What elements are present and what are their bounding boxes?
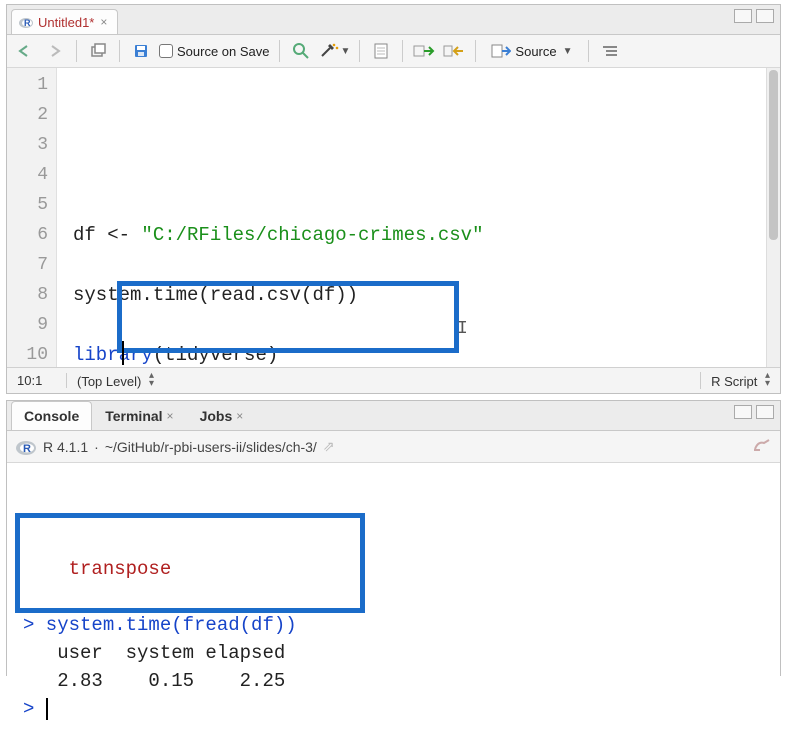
- clear-console-icon[interactable]: [752, 437, 772, 456]
- console-message: transpose: [23, 555, 770, 583]
- code-editor[interactable]: I df <- "C:/RFiles/chicago-crimes.csv" s…: [57, 68, 766, 367]
- console-command: > system.time(fread(df)): [23, 611, 770, 639]
- line-number: 5: [7, 190, 56, 220]
- tab-console-label: Console: [24, 408, 79, 424]
- editor-cursor: [122, 341, 124, 365]
- outline-button[interactable]: [598, 39, 622, 63]
- source-window-buttons: [734, 9, 774, 23]
- info-sep: ·: [94, 439, 99, 455]
- source-statusbar: 10:1 (Top Level) ▴▾ R Script ▴▾: [7, 367, 780, 393]
- source-pane: R Untitled1* × Source on Save: [6, 4, 781, 394]
- code-tools-button[interactable]: ▼: [319, 39, 351, 63]
- text-cursor-icon: I: [457, 314, 468, 344]
- code-line: [73, 310, 766, 340]
- find-replace-button[interactable]: [289, 39, 313, 63]
- working-dir: ~/GitHub/r-pbi-users-ii/slides/ch-3/: [105, 439, 317, 455]
- language-label: R Script: [711, 374, 757, 389]
- console-window-buttons: [734, 405, 774, 419]
- go-to-dir-icon[interactable]: ⇗: [323, 438, 335, 455]
- console-info-bar: R R 4.1.1 · ~/GitHub/r-pbi-users-ii/slid…: [7, 431, 780, 463]
- updown-icon: ▴▾: [765, 372, 770, 388]
- maximize-pane-icon[interactable]: [756, 405, 774, 419]
- source-on-save-label[interactable]: Source on Save: [159, 44, 270, 59]
- minimize-pane-icon[interactable]: [734, 405, 752, 419]
- source-tab-untitled1[interactable]: R Untitled1* ×: [11, 9, 118, 34]
- code-line: [73, 250, 766, 280]
- maximize-pane-icon[interactable]: [756, 9, 774, 23]
- rerun-button[interactable]: [442, 39, 466, 63]
- run-button[interactable]: [412, 39, 436, 63]
- source-on-save-text: Source on Save: [177, 44, 270, 59]
- line-number: 9: [7, 310, 56, 340]
- nav-forward-button[interactable]: [43, 39, 67, 63]
- console-timing-header: user system elapsed: [23, 639, 770, 667]
- console-timing-values: 2.83 0.15 2.25: [23, 667, 770, 695]
- minimize-pane-icon[interactable]: [734, 9, 752, 23]
- line-number: 1: [7, 70, 56, 100]
- chevron-down-icon: ▼: [563, 46, 573, 57]
- scope-selector[interactable]: (Top Level) ▴▾: [67, 372, 700, 389]
- line-number: 8: [7, 280, 56, 310]
- line-number: 2: [7, 100, 56, 130]
- source-button-label: Source: [515, 44, 556, 59]
- show-in-new-window-button[interactable]: [86, 39, 110, 63]
- scrollbar-thumb[interactable]: [769, 70, 778, 240]
- source-tabbar: R Untitled1* ×: [7, 5, 780, 35]
- editor-area[interactable]: 12345678910 I df <- "C:/RFiles/chicago-c…: [7, 68, 780, 367]
- console-blank: [23, 583, 770, 611]
- source-toolbar: Source on Save ▼: [7, 35, 780, 68]
- save-button[interactable]: [129, 39, 153, 63]
- r-logo-icon: R: [15, 438, 37, 456]
- code-line: library(tidyverse): [73, 340, 766, 367]
- line-number: 6: [7, 220, 56, 250]
- close-icon[interactable]: ×: [236, 409, 243, 423]
- close-icon[interactable]: ×: [98, 15, 109, 29]
- line-number-gutter: 12345678910: [7, 68, 57, 367]
- cursor-position: 10:1: [7, 373, 67, 388]
- tab-console[interactable]: Console: [11, 401, 92, 430]
- tab-jobs-label: Jobs: [200, 408, 233, 424]
- language-selector[interactable]: R Script ▴▾: [700, 372, 780, 389]
- svg-text:R: R: [23, 443, 31, 455]
- console-output[interactable]: transpose > system.time(fread(df)) user …: [7, 463, 780, 731]
- nav-back-button[interactable]: [13, 39, 37, 63]
- r-version: R 4.1.1: [43, 439, 88, 455]
- tab-terminal[interactable]: Terminal ×: [92, 401, 186, 430]
- compile-report-button[interactable]: [369, 39, 393, 63]
- svg-text:R: R: [24, 18, 31, 28]
- code-line: df <- "C:/RFiles/chicago-crimes.csv": [73, 220, 766, 250]
- source-on-save-checkbox[interactable]: [159, 44, 173, 58]
- console-prompt: >: [23, 695, 770, 723]
- source-button[interactable]: Source ▼: [485, 39, 578, 63]
- vertical-scrollbar[interactable]: [766, 68, 780, 367]
- updown-icon: ▴▾: [149, 372, 154, 388]
- code-line: system.time(read.csv(df)): [73, 280, 766, 310]
- line-number: 7: [7, 250, 56, 280]
- tab-jobs[interactable]: Jobs ×: [187, 401, 257, 430]
- chevron-down-icon: ▼: [341, 46, 351, 57]
- console-tabbar: Console Terminal × Jobs ×: [7, 401, 780, 431]
- close-icon[interactable]: ×: [167, 409, 174, 423]
- line-number: 10: [7, 340, 56, 367]
- line-number: 4: [7, 160, 56, 190]
- r-file-icon: R: [18, 14, 34, 30]
- console-pane: Console Terminal × Jobs × R R 4.1.1 · ~/…: [6, 400, 781, 676]
- source-tab-title: Untitled1*: [38, 15, 94, 30]
- scope-label: (Top Level): [77, 374, 141, 389]
- tab-terminal-label: Terminal: [105, 408, 162, 424]
- line-number: 3: [7, 130, 56, 160]
